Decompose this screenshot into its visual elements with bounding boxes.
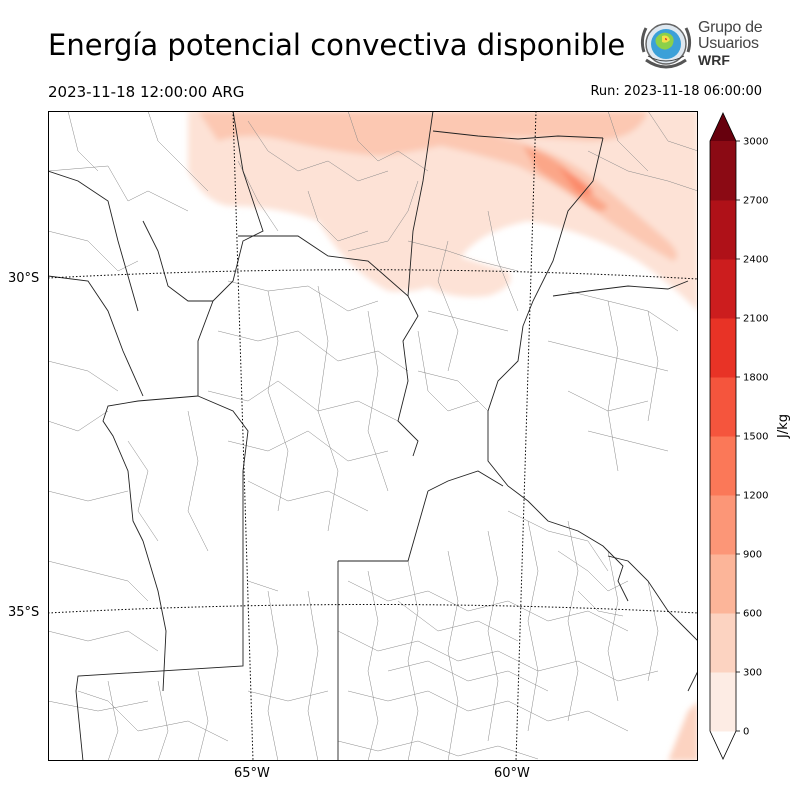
map-canvas [48, 111, 698, 761]
colorbar-tick-label: 1500 [743, 432, 768, 443]
colorbar-tick-label: 2400 [743, 255, 768, 266]
colorbar-bin [710, 672, 736, 732]
logo-text-line3: WRF [698, 52, 730, 68]
colorbar-bin [710, 554, 736, 614]
colorbar-tick-label: 1200 [743, 491, 768, 502]
lat-label-30s: 30°S [8, 271, 40, 286]
colorbar-tick-label: 2700 [743, 196, 768, 207]
colorbar-tick-label: 900 [743, 550, 762, 561]
globe-icon [640, 23, 692, 69]
logo-text-line1: Grupo de [698, 19, 763, 36]
colorbar-bin [710, 200, 736, 260]
colorbar-tick-label: 0 [743, 727, 749, 738]
colorbar-bin [710, 259, 736, 319]
colorbar-tick-label: 300 [743, 668, 762, 679]
colorbar-unit-label: J/kg [776, 414, 791, 438]
department-boundaries [48, 111, 698, 761]
map-area [48, 111, 698, 761]
colorbar-tick-label: 1800 [743, 373, 768, 384]
colorbar-tick-label: 600 [743, 609, 762, 620]
province-boundaries [48, 111, 698, 761]
colorbar-tick-label: 2100 [743, 314, 768, 325]
colorbar-bin [710, 141, 736, 201]
lat-label-35s: 35°S [8, 605, 40, 620]
colorbar-tick-label: 3000 [743, 137, 768, 148]
cape-shading [188, 111, 698, 761]
colorbar-bin [710, 318, 736, 378]
colorbar-bin [710, 377, 736, 437]
lon-label-60w: 60°W [494, 766, 530, 781]
graticule [48, 111, 698, 761]
colorbar-bin [710, 613, 736, 673]
colorbar-svg: 0 300 600 900 1200 1500 1800 2100 2400 2700 3000 [709, 112, 768, 760]
colorbar-bin [710, 436, 736, 496]
run-time: Run: 2023-11-18 06:00:00 [590, 84, 762, 99]
lon-label-65w: 65°W [234, 766, 270, 781]
colorbar-bin [710, 495, 736, 555]
valid-time: 2023-11-18 12:00:00 ARG [48, 83, 245, 101]
colorbar: 0 300 600 900 1200 1500 1800 2100 2400 2700 3000 [700, 108, 790, 768]
logo-text-line2: Usuarios [698, 35, 759, 52]
map-title: Energía potencial convectiva disponible [48, 28, 626, 62]
map-border [48, 111, 698, 761]
colorbar-extend-max [710, 113, 736, 141]
wrf-logo: Grupo de Usuarios WRF [638, 16, 768, 74]
colorbar-extend-min [710, 731, 736, 759]
